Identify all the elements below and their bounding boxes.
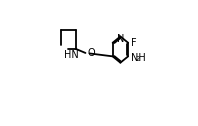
Text: F: F	[131, 38, 136, 48]
Text: N: N	[117, 34, 124, 44]
Text: NH: NH	[131, 53, 145, 63]
Text: 2: 2	[136, 56, 140, 62]
Text: O: O	[87, 48, 95, 58]
Text: HN: HN	[64, 50, 79, 60]
